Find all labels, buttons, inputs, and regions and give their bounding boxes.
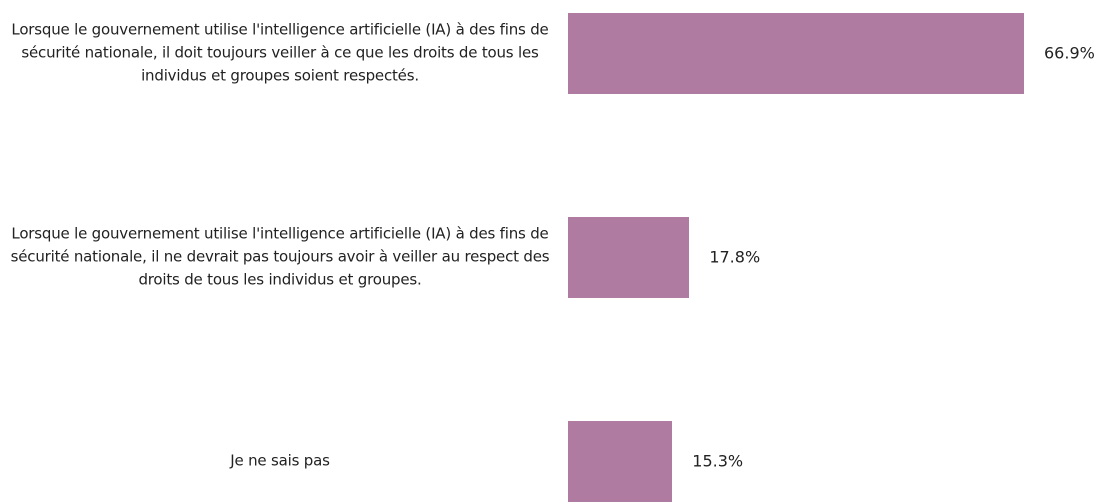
category-label: Lorsque le gouvernement utilise l'intell… bbox=[10, 224, 550, 289]
bar bbox=[568, 217, 690, 298]
bar bbox=[568, 421, 673, 502]
value-label: 66.9% bbox=[1044, 43, 1095, 63]
category-label: Je ne sais pas bbox=[230, 451, 330, 470]
value-label: 15.3% bbox=[692, 451, 744, 471]
category-label: Lorsque le gouvernement utilise l'intell… bbox=[11, 20, 549, 85]
value-label: 17.8% bbox=[709, 247, 761, 267]
bar bbox=[568, 13, 1024, 94]
